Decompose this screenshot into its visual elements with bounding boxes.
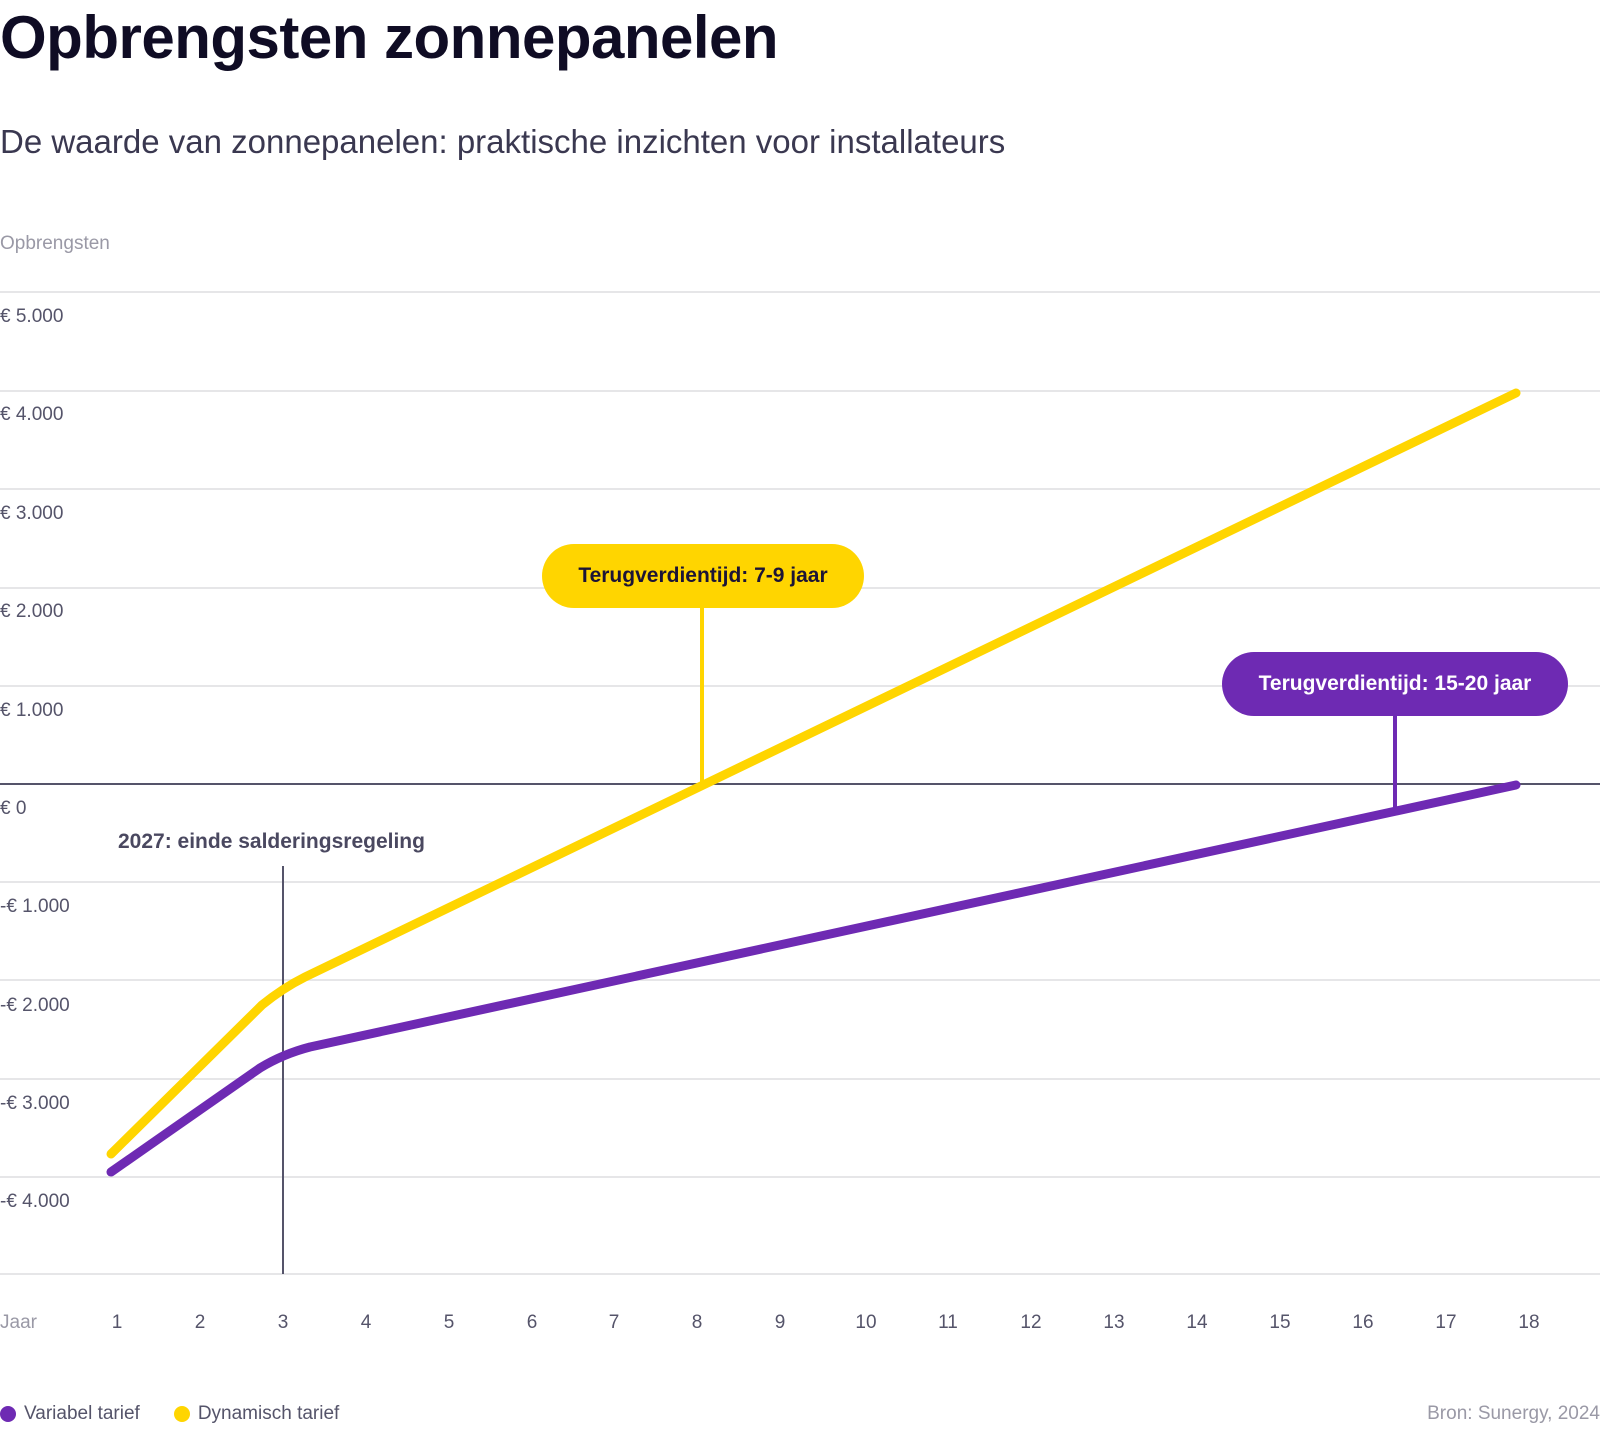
y-tick-label: € 3.000 [0, 503, 64, 524]
x-tick-label: 13 [1103, 1312, 1125, 1333]
x-axis-title: Jaar [0, 1312, 37, 1333]
x-tick-label: 17 [1435, 1312, 1457, 1333]
x-tick-label: 15 [1269, 1312, 1291, 1333]
y-tick-label: € 1.000 [0, 700, 64, 721]
legend-label: Variabel tarief [24, 1403, 140, 1424]
x-tick-label: 18 [1518, 1312, 1540, 1333]
source-note: Bron: Sunergy, 2024 [1427, 1403, 1600, 1424]
x-tick-label: 12 [1020, 1312, 1042, 1333]
legend-item-dynamisch[interactable]: Dynamisch tarief [173, 1403, 340, 1425]
legend-item-variabel[interactable]: Variabel tarief [0, 1403, 140, 1425]
x-tick-label: 16 [1352, 1312, 1374, 1333]
x-tick-label: 14 [1186, 1312, 1208, 1333]
y-tick-label: € 2.000 [0, 601, 64, 622]
x-tick-label: 9 [774, 1312, 786, 1333]
payback-variable-callout: Terugverdientijd: 15-20 jaar [1222, 652, 1568, 716]
x-tick-label: 3 [277, 1312, 289, 1333]
y-tick-label: € 5.000 [0, 306, 64, 327]
x-tick-label: 5 [443, 1312, 455, 1333]
payback-dynamic-callout: Terugverdientijd: 7-9 jaar [542, 544, 864, 608]
y-tick-label: € 0 [0, 798, 27, 819]
x-tick-label: 10 [855, 1312, 877, 1333]
x-tick-label: 1 [111, 1312, 123, 1333]
y-tick-label: -€ 3.000 [0, 1093, 70, 1114]
y-tick-label: -€ 1.000 [0, 896, 70, 917]
x-tick-label: 11 [938, 1312, 958, 1333]
yellow-dot-icon [173, 1406, 190, 1422]
chart-title: Opbrengsten zonnepanelen [0, 4, 779, 71]
event-annotation-label: 2027: einde salderingsregeling [118, 830, 425, 853]
series-line-dynamisch [106, 388, 1521, 1159]
legend-label: Dynamisch tarief [197, 1403, 340, 1424]
x-tick-label: 2 [194, 1312, 206, 1333]
chart-subtitle: De waarde van zonnepanelen: praktische i… [0, 123, 1006, 160]
series-line-variabel [106, 780, 1521, 1177]
y-tick-label: -€ 2.000 [0, 995, 70, 1016]
y-axis-title: Opbrengsten [0, 233, 110, 254]
x-tick-label: 6 [526, 1312, 538, 1333]
x-tick-label: 7 [608, 1312, 620, 1333]
x-tick-label: 4 [360, 1312, 372, 1333]
x-tick-label: 8 [691, 1312, 703, 1333]
y-tick-label: -€ 4.000 [0, 1191, 70, 1212]
purple-dot-icon [0, 1406, 16, 1422]
legend: Variabel tarief Dynamisch tarief [0, 1403, 339, 1425]
y-tick-label: € 4.000 [0, 404, 64, 425]
